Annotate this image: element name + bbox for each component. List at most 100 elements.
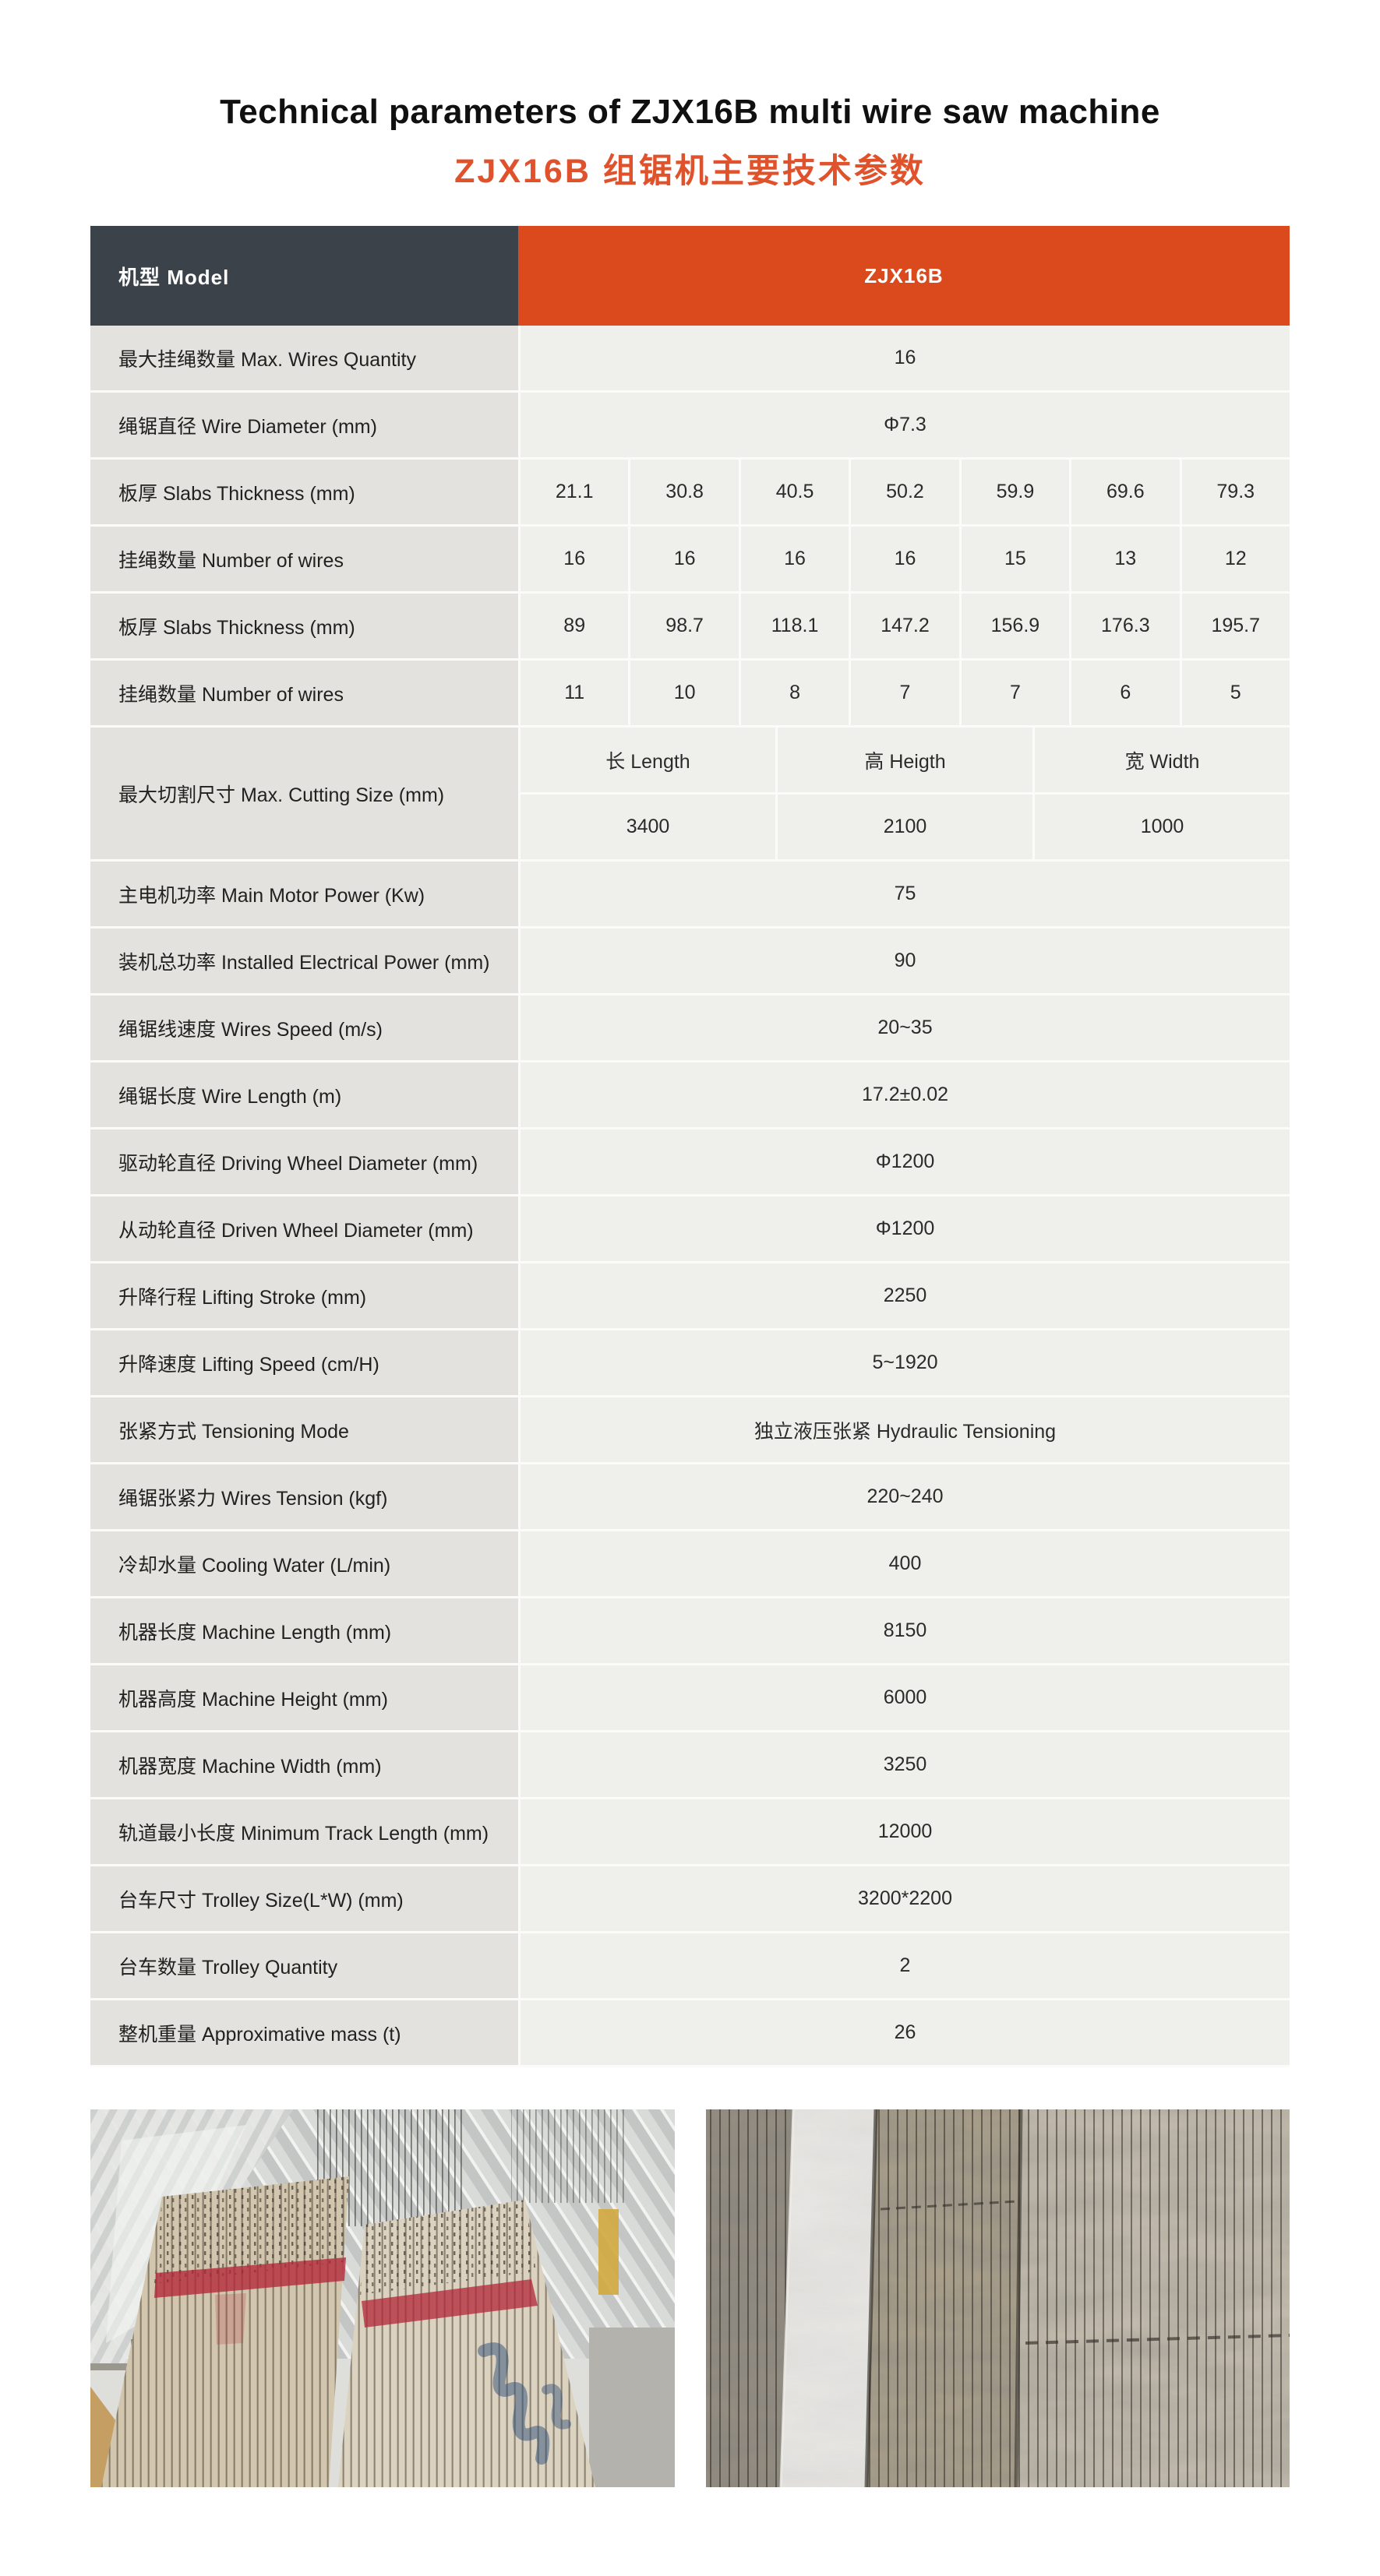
spec-table: 机型 Model ZJX16B 最大挂绳数量 Max. Wires Quanti… [90, 226, 1290, 2067]
row-label: 机器宽度 Machine Width (mm) [90, 1732, 518, 1797]
value-cell: Φ1200 [875, 1151, 935, 1172]
table-row: 最大挂绳数量 Max. Wires Quantity 16 [90, 326, 1290, 393]
row-values: 5~1920 [518, 1330, 1290, 1395]
row-values: 20~35 [518, 996, 1290, 1060]
grid-value-cell: 2100 [775, 795, 1032, 859]
value-cell: 7 [849, 661, 958, 725]
value-cell: 90 [894, 950, 916, 971]
row-label: 板厚 Slabs Thickness (mm) [90, 460, 518, 524]
value-cell: 147.2 [849, 594, 958, 658]
table-row: 装机总功率 Installed Electrical Power (mm) 90 [90, 929, 1290, 996]
value-cell: 15 [958, 527, 1069, 591]
value-cell: Φ7.3 [884, 414, 926, 435]
table-row: 最大切割尺寸 Max. Cutting Size (mm) 长 Length 高 H… [90, 728, 1290, 862]
table-row: 绳锯长度 Wire Length (m) 17.2±0.02 [90, 1062, 1290, 1129]
value-cell: 11 [564, 682, 585, 703]
value-cell: 16 [849, 527, 958, 591]
value-cell: 59.9 [958, 460, 1069, 524]
row-label: 台车数量 Trolley Quantity [90, 1933, 518, 1998]
table-row: 挂绳数量 Number of wires 16 16 16 16 15 13 12 [90, 527, 1290, 594]
value-cell: 7 [958, 661, 1069, 725]
spec-sheet-page: Technical parameters of ZJX16B multi wir… [90, 0, 1290, 2487]
row-label: 绳锯张紧力 Wires Tension (kgf) [90, 1464, 518, 1529]
value-cell: 2250 [883, 1284, 927, 1306]
value-cell: 21.1 [555, 481, 594, 502]
value-cell: 独立液压张紧 Hydraulic Tensioning [754, 1420, 1057, 1443]
row-label: 绳锯直径 Wire Diameter (mm) [90, 393, 518, 457]
row-label: 装机总功率 Installed Electrical Power (mm) [90, 929, 518, 993]
row-values: Φ1200 [518, 1196, 1290, 1261]
row-label: 最大切割尺寸 Max. Cutting Size (mm) [90, 728, 518, 859]
row-values: 2 [518, 1933, 1290, 1998]
value-cell: 6000 [883, 1686, 927, 1708]
row-values: 6000 [518, 1665, 1290, 1730]
row-values: 75 [518, 862, 1290, 926]
row-values: 16 [518, 326, 1290, 390]
value-cell: 220~240 [866, 1485, 944, 1507]
factory-slab-stacks-image [90, 2109, 675, 2487]
row-label: 轨道最小长度 Minimum Track Length (mm) [90, 1799, 518, 1864]
value-cell: 50.2 [849, 460, 958, 524]
photo-strip [90, 2109, 1290, 2487]
table-header-row: 机型 Model ZJX16B [90, 226, 1290, 326]
photo-wire-sawn-slab-stacks [90, 2109, 675, 2487]
value-cell: 17.2±0.02 [861, 1084, 949, 1105]
grid-value-cell: 3400 [626, 816, 670, 837]
table-row: 台车数量 Trolley Quantity 2 [90, 1933, 1290, 2000]
value-cell: 16 [628, 527, 738, 591]
grid-header-cell: 长 Length [605, 750, 690, 773]
row-label: 绳锯线速度 Wires Speed (m/s) [90, 996, 518, 1060]
table-row: 驱动轮直径 Driving Wheel Diameter (mm) Φ1200 [90, 1129, 1290, 1196]
row-label: 挂绳数量 Number of wires [90, 661, 518, 725]
row-values: 26 [518, 2000, 1290, 2065]
row-values: Φ1200 [518, 1129, 1290, 1194]
grid-header-cell: 宽 Width [1032, 728, 1290, 792]
table-row: 升降行程 Lifting Stroke (mm) 2250 [90, 1263, 1290, 1330]
value-cell: 40.5 [738, 460, 849, 524]
table-body: 最大挂绳数量 Max. Wires Quantity 16 绳锯直径 Wire Di… [90, 326, 1290, 2067]
value-cell: 156.9 [958, 594, 1069, 658]
table-row: 绳锯直径 Wire Diameter (mm) Φ7.3 [90, 393, 1290, 460]
grid-value-cell: 1000 [1032, 795, 1290, 859]
value-cell: 13 [1069, 527, 1179, 591]
row-label: 主电机功率 Main Motor Power (Kw) [90, 862, 518, 926]
row-label: 升降速度 Lifting Speed (cm/H) [90, 1330, 518, 1395]
table-row: 张紧方式 Tensioning Mode 独立液压张紧 Hydraulic Ten… [90, 1397, 1290, 1464]
row-values: 17.2±0.02 [518, 1062, 1290, 1127]
value-cell: 8150 [883, 1619, 927, 1641]
row-values: 12000 [518, 1799, 1290, 1864]
grid-header-cell: 高 Heigth [775, 728, 1032, 792]
model-value-area: ZJX16B [518, 226, 1290, 326]
table-row: 整机重量 Approximative mass (t) 26 [90, 2000, 1290, 2067]
value-cell: 89 [563, 615, 586, 636]
table-row: 机器宽度 Machine Width (mm) 3250 [90, 1732, 1290, 1799]
value-cell: 16 [738, 527, 849, 591]
table-row: 轨道最小长度 Minimum Track Length (mm) 12000 [90, 1799, 1290, 1866]
value-cell: 26 [894, 2021, 916, 2043]
value-cell: 118.1 [738, 594, 849, 658]
value-cell: 75 [894, 883, 916, 904]
row-values: 400 [518, 1531, 1290, 1596]
value-cell: 2 [899, 1954, 911, 1976]
value-cell: 98.7 [628, 594, 738, 658]
photo-marble-slabs-closeup [706, 2109, 1290, 2487]
row-values: 89 98.7 118.1 147.2 156.9 176.3 195.7 [518, 594, 1290, 658]
model-label-cell: 机型 Model [90, 226, 518, 326]
value-cell: 79.3 [1179, 460, 1290, 524]
row-label: 板厚 Slabs Thickness (mm) [90, 594, 518, 658]
value-cell: 3200*2200 [858, 1887, 952, 1909]
row-label: 台车尺寸 Trolley Size(L*W) (mm) [90, 1866, 518, 1931]
marble-slabs-image [706, 2109, 1290, 2487]
row-label: 整机重量 Approximative mass (t) [90, 2000, 518, 2065]
table-row: 机器长度 Machine Length (mm) 8150 [90, 1598, 1290, 1665]
page-title: Technical parameters of ZJX16B multi wir… [220, 93, 1160, 131]
row-label: 机器长度 Machine Length (mm) [90, 1598, 518, 1663]
value-cell: 400 [888, 1552, 922, 1574]
table-row: 机器高度 Machine Height (mm) 6000 [90, 1665, 1290, 1732]
grid-header-row: 长 Length 高 Heigth 宽 Width [521, 728, 1290, 792]
row-values: 220~240 [518, 1464, 1290, 1529]
value-cell: 16 [563, 548, 586, 569]
row-label: 张紧方式 Tensioning Mode [90, 1397, 518, 1462]
row-values: 8150 [518, 1598, 1290, 1663]
table-row: 挂绳数量 Number of wires 11 10 8 7 7 6 5 [90, 661, 1290, 728]
